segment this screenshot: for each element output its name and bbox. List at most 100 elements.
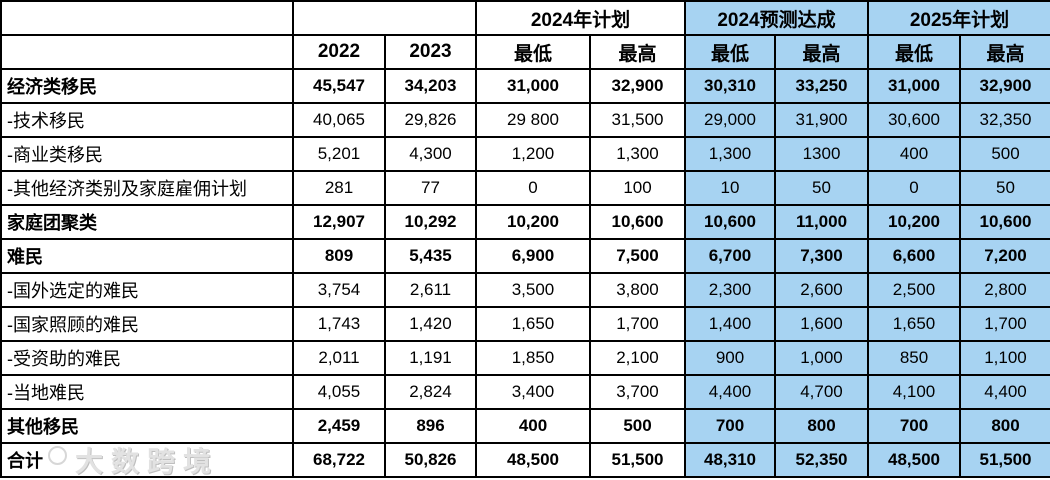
table-cell: 1,743 — [292, 306, 386, 342]
years-spacer-cell — [292, 0, 477, 36]
col-header-5: 最高 — [774, 34, 869, 70]
table-cell: 50 — [959, 170, 1050, 206]
table-cell: 100 — [589, 170, 686, 206]
table-cell: 900 — [684, 340, 776, 376]
row-label: 家庭团聚类 — [0, 204, 294, 240]
table-cell: 2,459 — [292, 408, 386, 444]
table-row: -技术移民 40,065 29,826 29 800 31,500 29,000 31,90… — [0, 102, 1050, 138]
table-cell: 29 800 — [475, 102, 591, 138]
col-header-0: 2022 — [292, 34, 386, 70]
table-cell: 10,200 — [867, 204, 961, 240]
table-cell: 0 — [867, 170, 961, 206]
table-cell: 1,600 — [774, 306, 869, 342]
table-cell: 32,350 — [959, 102, 1050, 138]
column-header-row: 2022 2023 最低 最高 最低 最高 最低 最高 — [0, 34, 1050, 70]
table-cell: 4,100 — [867, 374, 961, 410]
table-row: -受资助的难民 2,011 1,191 1,850 2,100 900 1,000 850 1,… — [0, 340, 1050, 376]
table-cell: 45,547 — [292, 68, 386, 104]
row-label: -当地难民 — [0, 374, 294, 410]
table-row: 经济类移民 45,547 34,203 31,000 32,900 30,310 33,25… — [0, 68, 1050, 104]
col-header-2: 最低 — [475, 34, 591, 70]
table-cell: 809 — [292, 238, 386, 274]
table-cell: 50 — [774, 170, 869, 206]
col-header-6: 最低 — [867, 34, 961, 70]
table-cell: 3,500 — [475, 272, 591, 308]
table-cell: 10,600 — [684, 204, 776, 240]
table-cell: 30,310 — [684, 68, 776, 104]
row-label: -技术移民 — [0, 102, 294, 138]
table-cell: 10,600 — [589, 204, 686, 240]
table-row: 合计 68,722 50,826 48,500 51,500 48,310 52,350 48… — [0, 442, 1050, 478]
table-cell: 11,000 — [774, 204, 869, 240]
table-cell: 4,700 — [774, 374, 869, 410]
table-cell: 10,200 — [475, 204, 591, 240]
table-cell: 1,650 — [867, 306, 961, 342]
table-cell: 1,000 — [774, 340, 869, 376]
table-row: 难民 809 5,435 6,900 7,500 6,700 7,300 6,600 7,200 — [0, 238, 1050, 274]
table-cell: 77 — [384, 170, 477, 206]
table-cell: 3,400 — [475, 374, 591, 410]
table-cell: 6,600 — [867, 238, 961, 274]
table-cell: 5,435 — [384, 238, 477, 274]
table-cell: 50,826 — [384, 442, 477, 478]
table-cell: 40,065 — [292, 102, 386, 138]
table-row: 家庭团聚类 12,907 10,292 10,200 10,600 10,600 11,00… — [0, 204, 1050, 240]
table-cell: 32,900 — [589, 68, 686, 104]
row-label: -受资助的难民 — [0, 340, 294, 376]
table-cell: 281 — [292, 170, 386, 206]
table-cell: 4,055 — [292, 374, 386, 410]
table-cell: 700 — [684, 408, 776, 444]
table-cell: 1,400 — [684, 306, 776, 342]
table-row: -国外选定的难民 3,754 2,611 3,500 3,800 2,300 2,600 2,… — [0, 272, 1050, 308]
table-cell: 31,000 — [475, 68, 591, 104]
table-cell: 1,420 — [384, 306, 477, 342]
row-label: 经济类移民 — [0, 68, 294, 104]
table-cell: 2,100 — [589, 340, 686, 376]
table-cell: 5,201 — [292, 136, 386, 172]
table-cell: 1,191 — [384, 340, 477, 376]
table-cell: 700 — [867, 408, 961, 444]
table-cell: 800 — [774, 408, 869, 444]
row-label-header-cell — [0, 34, 294, 70]
row-label: -国家照顾的难民 — [0, 306, 294, 342]
table-cell: 1,850 — [475, 340, 591, 376]
table-cell: 52,350 — [774, 442, 869, 478]
table-cell: 2,011 — [292, 340, 386, 376]
table-cell: 2,611 — [384, 272, 477, 308]
table-cell: 7,300 — [774, 238, 869, 274]
table-cell: 51,500 — [589, 442, 686, 478]
table-cell: 48,310 — [684, 442, 776, 478]
table-cell: 29,000 — [684, 102, 776, 138]
table-cell: 1,300 — [684, 136, 776, 172]
table-row: -其他经济类别及家庭雇佣计划 281 77 0 100 10 50 0 50 — [0, 170, 1050, 206]
table-cell: 68,722 — [292, 442, 386, 478]
table-cell: 3,754 — [292, 272, 386, 308]
table-cell: 2,600 — [774, 272, 869, 308]
col-header-7: 最高 — [959, 34, 1050, 70]
table-cell: 1,650 — [475, 306, 591, 342]
table-cell: 51,500 — [959, 442, 1050, 478]
col-group-2024-forecast: 2024预测达成 — [684, 0, 869, 36]
table-cell: 1,700 — [589, 306, 686, 342]
row-label: 合计 — [0, 442, 294, 478]
col-group-2025-plan: 2025年计划 — [867, 0, 1050, 36]
table-cell: 1,200 — [475, 136, 591, 172]
table-cell: 33,250 — [774, 68, 869, 104]
table-cell: 30,600 — [867, 102, 961, 138]
table-cell: 7,500 — [589, 238, 686, 274]
table-row: -国家照顾的难民 1,743 1,420 1,650 1,700 1,400 1,600 1,… — [0, 306, 1050, 342]
table-cell: 800 — [959, 408, 1050, 444]
table-cell: 2,824 — [384, 374, 477, 410]
table-cell: 850 — [867, 340, 961, 376]
table-cell: 2,800 — [959, 272, 1050, 308]
group-header-row: 2024年计划 2024预测达成 2025年计划 — [0, 0, 1050, 36]
table-cell: 4,400 — [684, 374, 776, 410]
table-cell: 1,700 — [959, 306, 1050, 342]
table-cell: 31,000 — [867, 68, 961, 104]
table-row: 其他移民 2,459 896 400 500 700 800 700 800 — [0, 408, 1050, 444]
table-cell: 29,826 — [384, 102, 477, 138]
table-cell: 400 — [867, 136, 961, 172]
table-row: -当地难民 4,055 2,824 3,400 3,700 4,400 4,700 4,100… — [0, 374, 1050, 410]
col-header-4: 最低 — [684, 34, 776, 70]
